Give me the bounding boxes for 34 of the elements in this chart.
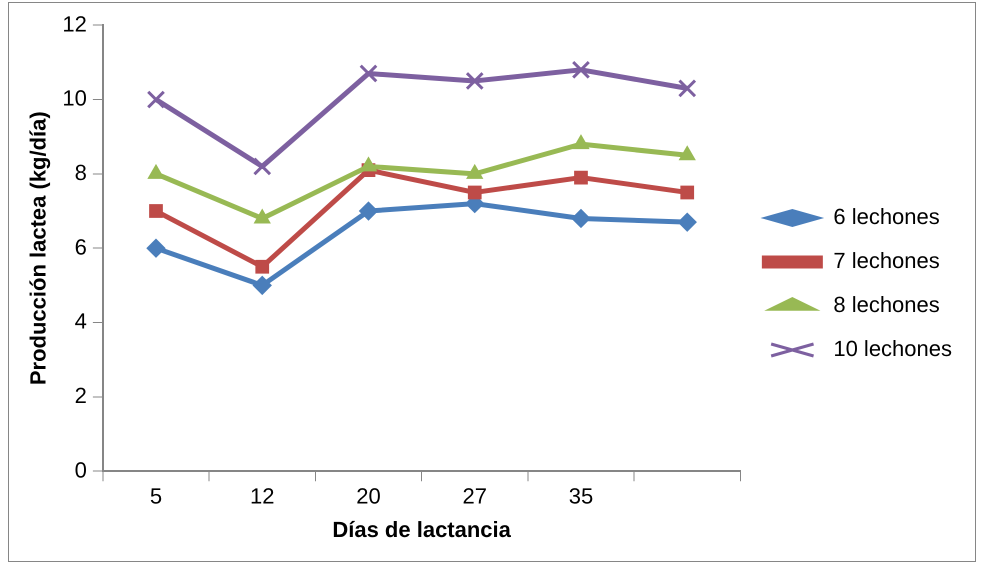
point [252,157,272,176]
y-tick-label: 4 [74,308,87,334]
point [468,186,482,200]
x-tick-label: 35 [568,483,594,508]
point [465,72,484,90]
point [678,79,697,98]
point [255,260,270,274]
point [149,204,163,218]
y-tick-label: 10 [62,86,87,111]
point [146,238,166,258]
y-tick-label: 2 [74,382,87,408]
x-tick-label: 12 [250,483,274,508]
point [358,202,378,221]
point [574,170,588,184]
x-tick-label: 27 [462,483,487,508]
y-axis-title: Producción lactea (kg/día) [25,111,50,386]
x-tick-label: 20 [356,483,381,508]
point [572,60,590,80]
point [146,90,166,109]
point [252,276,272,295]
legend-label: 10 lechones [833,336,952,362]
legend-label: 6 lechones [833,204,940,230]
point [571,208,590,228]
x-axis-title: Días de lactancia [332,516,512,542]
point [678,212,697,232]
legend-label: 7 lechones [833,248,940,274]
point [359,64,378,83]
y-tick-label: 8 [74,160,87,185]
y-tick-label: 0 [74,457,87,482]
y-tick-label: 6 [74,234,87,260]
point [680,186,694,200]
legend-label: 8 lechones [833,292,940,318]
y-tick-label: 12 [62,11,87,36]
x-tick-label: 5 [150,483,162,508]
